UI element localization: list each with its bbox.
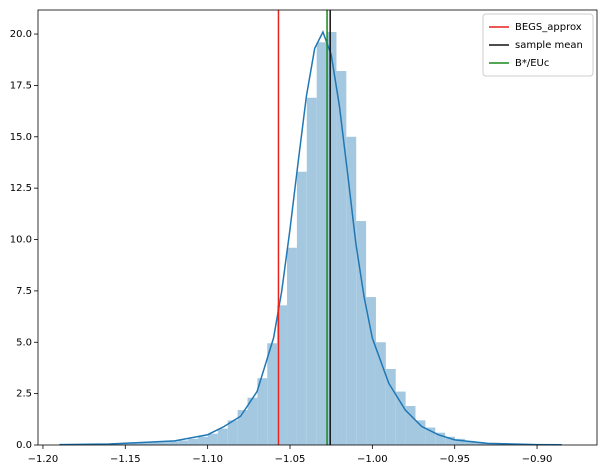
histogram-bar: [455, 438, 465, 445]
histogram-bar: [247, 397, 258, 445]
histogram-bar: [237, 410, 248, 445]
y-tick-label: 0.0: [16, 440, 32, 451]
histogram-bar: [168, 441, 179, 445]
y-tick-label: 5.0: [16, 337, 32, 348]
y-tick-label: 10.0: [10, 235, 32, 246]
histogram-bar: [296, 171, 307, 445]
histogram-bar: [198, 436, 208, 445]
x-tick-label: −1.20: [28, 454, 59, 465]
legend-label: sample mean: [515, 40, 583, 51]
x-tick-label: −1.05: [275, 454, 306, 465]
x-tick-label: −1.15: [110, 454, 141, 465]
histogram-bar: [336, 71, 347, 445]
histogram-bar: [178, 440, 189, 445]
histogram-bar: [207, 433, 218, 445]
histogram-bar: [375, 342, 386, 445]
histogram-bar: [385, 368, 396, 445]
histogram-bar: [267, 343, 278, 445]
histogram-bar: [277, 305, 288, 445]
histogram-bar: [415, 420, 426, 445]
x-tick-label: −1.10: [192, 454, 223, 465]
legend-box: [482, 13, 594, 77]
legend-label: B*/EUc: [515, 58, 549, 69]
x-tick-label: −0.90: [522, 454, 553, 465]
histogram-bar: [306, 97, 317, 446]
histogram-bar: [425, 427, 436, 445]
histogram-bar: [474, 441, 485, 445]
histogram-bar: [366, 297, 376, 445]
histogram-bar: [148, 442, 159, 445]
x-tick-label: −1.00: [357, 454, 388, 465]
histogram-bar: [445, 436, 456, 445]
histogram-bar: [346, 136, 357, 445]
y-tick-label: 12.5: [10, 183, 32, 194]
x-tick-label: −0.95: [439, 454, 470, 465]
histogram-bar: [316, 42, 327, 445]
y-tick-label: 15.0: [10, 132, 32, 143]
histogram-bar: [119, 443, 129, 445]
y-tick-label: 2.5: [16, 389, 32, 400]
histogram-bar: [128, 443, 139, 445]
histogram-bar: [356, 221, 367, 445]
histogram-bar: [435, 432, 446, 445]
histogram-bar: [257, 378, 268, 445]
histogram-bar: [405, 405, 416, 445]
histogram-bar: [464, 440, 475, 445]
histogram-bar: [188, 438, 199, 445]
kde-line: [59, 30, 562, 446]
histogram-bar: [227, 420, 238, 445]
y-tick-label: 17.5: [10, 80, 32, 91]
histogram-bar: [138, 442, 149, 445]
legend-label: BEGS_approx: [515, 22, 582, 33]
histogram-bar: [395, 391, 406, 445]
histogram-bar: [158, 442, 169, 445]
y-tick-label: 7.5: [16, 286, 32, 297]
y-tick-label: 20.0: [10, 29, 32, 40]
histogram-bar: [217, 428, 228, 445]
histogram-bar: [287, 247, 297, 445]
axes-frame: [37, 9, 598, 446]
histogram-bar: [326, 31, 337, 446]
